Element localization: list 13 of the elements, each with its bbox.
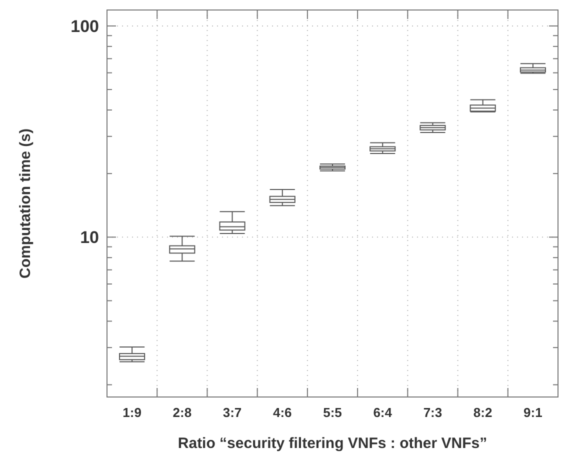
x-tick-label: 9:1 <box>524 405 542 420</box>
x-tick-label: 2:8 <box>172 405 192 420</box>
y-axis-title: Computation time (s) <box>17 128 34 278</box>
x-tick-label: 3:7 <box>222 405 242 420</box>
x-tick-label: 4:6 <box>272 405 292 420</box>
y-tick-label: 100 <box>70 16 99 36</box>
x-tick-label: 5:5 <box>323 405 342 420</box>
x-tick-label: 1:9 <box>122 405 142 420</box>
x-tick-label: 7:3 <box>423 405 442 420</box>
y-tick-label: 10 <box>80 228 99 248</box>
x-axis-title: Ratio “security filtering VNFs : other VNFs” <box>178 435 488 452</box>
x-tick-label: 8:2 <box>473 405 492 420</box>
x-tick-label: 6:4 <box>373 405 393 420</box>
